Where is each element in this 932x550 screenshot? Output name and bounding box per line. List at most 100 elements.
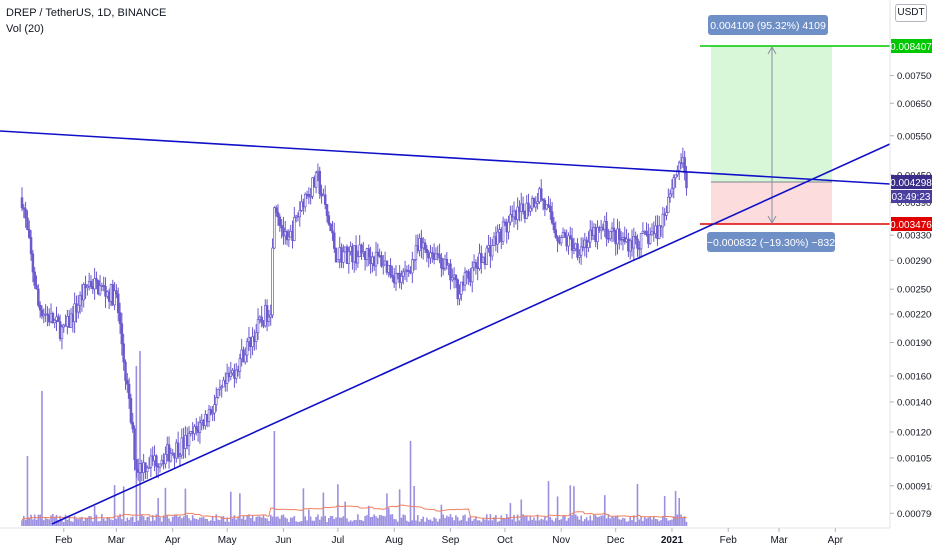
- volume-bar: [594, 515, 597, 526]
- volume-bar: [447, 516, 450, 526]
- time-tick-label: Mar: [770, 535, 788, 546]
- volume-bar: [462, 515, 464, 526]
- volume-bar: [259, 516, 261, 526]
- volume-bar: [86, 517, 89, 526]
- ascending-trendline[interactable]: [51, 143, 891, 525]
- volume-bar: [257, 516, 259, 526]
- candle-body: [670, 187, 674, 195]
- volume-bar: [331, 516, 334, 526]
- candle-body: [146, 467, 149, 473]
- currency-button[interactable]: USDT: [895, 4, 927, 22]
- volume-bar: [545, 520, 548, 526]
- volume-bar: [151, 515, 154, 526]
- volume-bar: [206, 518, 208, 526]
- candle-body: [400, 275, 403, 283]
- volume-bar: [569, 485, 572, 526]
- volume-bar: [574, 514, 577, 526]
- volume-bar: [527, 520, 530, 526]
- time-axis[interactable]: Feb Mar Apr May Jun Jul Aug Sep Oct Nov Dec 2021 Feb…: [55, 528, 844, 546]
- candle-body: [458, 293, 461, 300]
- volume-indicator-label[interactable]: Vol (20): [6, 23, 44, 35]
- volume-bar: [102, 518, 105, 526]
- volume-bar: [199, 517, 201, 526]
- volume-bar: [95, 514, 98, 526]
- volume-bars: [21, 351, 688, 526]
- volume-bar: [228, 521, 230, 526]
- time-tick-label: Jul: [332, 535, 345, 546]
- candle-body: [336, 259, 340, 263]
- candle-body: [37, 288, 40, 306]
- descending-trendline[interactable]: [0, 130, 891, 185]
- candle-body: [645, 230, 648, 235]
- volume-bar: [554, 518, 557, 526]
- candle-body: [549, 205, 552, 213]
- candle-body: [213, 404, 216, 414]
- candle-body: [287, 236, 291, 241]
- volume-bar: [502, 518, 504, 526]
- candle-body: [254, 332, 258, 343]
- volume-bar: [627, 521, 630, 526]
- candle-body: [507, 221, 510, 233]
- volume-bar: [505, 514, 508, 526]
- volume-bar: [391, 514, 394, 526]
- volume-bar: [663, 496, 666, 526]
- volume-bar: [84, 518, 87, 526]
- candle-body: [211, 412, 214, 415]
- volume-bar: [311, 520, 314, 526]
- volume-bar: [384, 516, 386, 526]
- time-tick-label: Apr: [828, 535, 844, 546]
- volume-bar: [251, 515, 254, 526]
- volume-bar: [242, 515, 245, 526]
- candle-body: [470, 267, 474, 283]
- volume-bar: [507, 517, 510, 526]
- stop-price-tag-text: 0.003476: [890, 220, 932, 231]
- candle-body: [133, 428, 136, 460]
- volume-bar: [277, 516, 279, 526]
- volume-bar: [638, 519, 641, 526]
- candle-body: [267, 316, 271, 322]
- volume-bar: [645, 518, 648, 526]
- candle-body: [414, 245, 418, 261]
- volume-bar: [30, 514, 32, 526]
- candle-body: [668, 193, 672, 198]
- volume-bar: [304, 516, 307, 526]
- candle-body: [144, 462, 147, 473]
- volume-bar: [190, 520, 192, 526]
- volume-bar: [306, 520, 308, 526]
- volume-bar: [438, 518, 441, 526]
- candle-body: [95, 278, 98, 282]
- volume-bar: [329, 515, 332, 526]
- volume-bar: [338, 517, 341, 526]
- symbol-title[interactable]: DREP / TetherUS, 1D, BINANCE: [6, 7, 167, 19]
- volume-bar: [647, 517, 650, 526]
- volume-bar: [298, 521, 301, 526]
- volume-bar: [656, 519, 659, 526]
- candle-body: [169, 453, 173, 462]
- volume-bar: [82, 520, 85, 526]
- price-axis[interactable]: 0.0075000.0065000.0055000.0045000.003900…: [890, 71, 932, 520]
- candle-body: [256, 319, 260, 334]
- volume-bar: [366, 515, 368, 526]
- volume-bar: [126, 517, 129, 526]
- volume-bar: [164, 487, 167, 526]
- volume-bar: [367, 505, 370, 526]
- candle-body: [563, 232, 567, 238]
- volume-bar: [560, 519, 563, 526]
- volume-bar: [191, 515, 194, 526]
- volume-bar: [144, 520, 147, 526]
- volume-bar: [371, 516, 374, 526]
- volume-bar: [168, 518, 170, 526]
- volume-bar: [540, 518, 543, 526]
- volume-bar: [498, 520, 501, 526]
- candle-body: [303, 193, 307, 208]
- volume-bar: [75, 518, 78, 526]
- volume-bar: [266, 518, 268, 526]
- volume-bar: [511, 519, 513, 526]
- candle-body: [431, 252, 434, 255]
- candle-body: [376, 251, 380, 256]
- candle-body: [440, 257, 443, 269]
- volume-bar: [271, 516, 274, 526]
- volume-bar: [66, 519, 69, 526]
- candle-body: [234, 369, 238, 379]
